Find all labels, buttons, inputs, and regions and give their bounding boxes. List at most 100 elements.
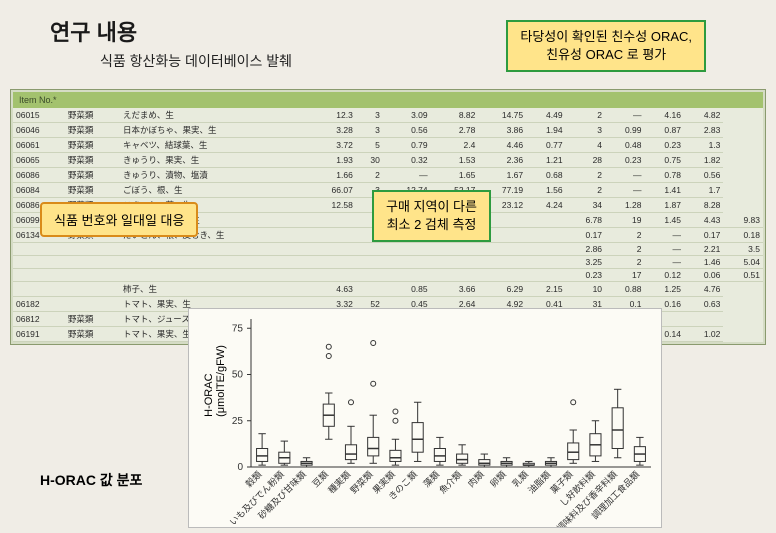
- table-cell: —: [644, 228, 683, 243]
- svg-text:50: 50: [232, 370, 244, 381]
- table-cell: [65, 282, 120, 297]
- table-cell: [120, 269, 308, 282]
- table-cell: 野菜類: [65, 183, 120, 198]
- table-cell: 2: [566, 183, 605, 198]
- table-cell: 1.56: [526, 183, 565, 198]
- table-cell: 17: [605, 269, 644, 282]
- table-cell: [356, 243, 383, 256]
- table-cell: キャベツ、結球葉、生: [120, 138, 308, 153]
- table-cell: [65, 256, 120, 269]
- table-cell: 2: [566, 108, 605, 123]
- svg-text:藻類: 藻類: [421, 469, 442, 490]
- table-cell: 日本かぼちゃ、果実、生: [120, 123, 308, 138]
- table-cell: 0.18: [723, 228, 763, 243]
- table-row: 2.862—2.213.5: [13, 243, 763, 256]
- table-cell: 1.3: [684, 138, 723, 153]
- table-cell: 28: [566, 153, 605, 168]
- table-cell: 1.82: [684, 153, 723, 168]
- table-cell: 2: [605, 243, 644, 256]
- table-cell: 3.86: [478, 123, 526, 138]
- table-cell: 野菜類: [65, 168, 120, 183]
- table-cell: 1.87: [644, 198, 683, 213]
- table-cell: 野菜類: [65, 327, 120, 342]
- table-cell: 1.53: [431, 153, 479, 168]
- table-cell: —: [644, 256, 683, 269]
- table-cell: [308, 256, 356, 269]
- table-cell: 2: [605, 228, 644, 243]
- table-cell: [526, 228, 565, 243]
- callout-top-l2: 친유성 ORAC 로 평가: [546, 47, 666, 62]
- table-row: 柿子、生4.630.853.666.292.15100.881.254.76: [13, 282, 763, 297]
- table-cell: 4.76: [684, 282, 723, 297]
- table-cell: [431, 256, 479, 269]
- table-cell: 野菜類: [65, 153, 120, 168]
- chart-svg: 0255075穀類いも及びでん粉類砂糖及び甘味類豆類種実類野菜類果実類きのこ類藻…: [189, 309, 661, 527]
- table-cell: 06182: [13, 297, 65, 312]
- table-cell: —: [605, 168, 644, 183]
- table-cell: 0.48: [605, 138, 644, 153]
- table-cell: きゅうり、果実、生: [120, 153, 308, 168]
- table-cell: [356, 256, 383, 269]
- table-cell: 野菜類: [65, 138, 120, 153]
- table-cell: 4.82: [684, 108, 723, 123]
- table-cell: 野菜類: [65, 312, 120, 327]
- table-cell: 1.28: [605, 198, 644, 213]
- table-cell: [431, 269, 479, 282]
- svg-text:卵類: 卵類: [488, 469, 508, 489]
- table-cell: 0.17: [566, 228, 605, 243]
- table-cell: 3: [356, 123, 383, 138]
- table-cell: 4.16: [644, 108, 683, 123]
- callout-mid-l2: 최소 2 검체 측정: [387, 217, 477, 232]
- table-cell: 3.66: [431, 282, 479, 297]
- table-cell: [65, 243, 120, 256]
- svg-text:野菜類: 野菜類: [348, 469, 375, 496]
- table-cell: —: [644, 243, 683, 256]
- svg-text:穀類: 穀類: [243, 469, 264, 490]
- table-cell: 2.78: [431, 123, 479, 138]
- chart-title: H-ORAC 값 분포: [40, 470, 142, 490]
- table-cell: 4.46: [478, 138, 526, 153]
- table-cell: 3.25: [566, 256, 605, 269]
- table-cell: [356, 269, 383, 282]
- table-cell: 2: [566, 168, 605, 183]
- table-cell: [383, 269, 431, 282]
- svg-text:油脂類: 油脂類: [526, 469, 553, 496]
- table-cell: 0.68: [526, 168, 565, 183]
- table-cell: 1.25: [644, 282, 683, 297]
- callout-validity: 타당성이 확인된 친수성 ORAC, 친유성 ORAC 로 평가: [506, 20, 706, 72]
- svg-text:乳類: 乳類: [510, 469, 531, 490]
- table-cell: 0.79: [383, 138, 431, 153]
- table-cell: 0.75: [644, 153, 683, 168]
- table-cell: 2.21: [684, 243, 723, 256]
- table-cell: 2.86: [566, 243, 605, 256]
- table-cell: 2: [356, 168, 383, 183]
- table-cell: —: [383, 168, 431, 183]
- svg-text:75: 75: [232, 323, 244, 334]
- callout-samples: 구매 지역이 다른 최소 2 검체 측정: [372, 190, 491, 242]
- table-cell: 2.83: [684, 123, 723, 138]
- table-cell: 1.21: [526, 153, 565, 168]
- table-row: 06061野菜類キャベツ、結球葉、生3.7250.792.44.460.7740…: [13, 138, 763, 153]
- table-cell: 0.06: [684, 269, 723, 282]
- table-cell: 3.09: [383, 108, 431, 123]
- table-cell: 4.49: [526, 108, 565, 123]
- table-cell: 10: [566, 282, 605, 297]
- table-cell: 3: [356, 108, 383, 123]
- svg-text:25: 25: [232, 416, 244, 427]
- table-cell: 06061: [13, 138, 65, 153]
- table-cell: —: [605, 183, 644, 198]
- table-cell: [526, 243, 565, 256]
- table-cell: 0.78: [644, 168, 683, 183]
- table-cell: 4.43: [684, 213, 723, 228]
- table-cell: えだまめ、生: [120, 108, 308, 123]
- svg-text:魚介類: 魚介類: [437, 469, 464, 496]
- table-cell: 0.23: [566, 269, 605, 282]
- table-cell: 2.36: [478, 153, 526, 168]
- table-cell: [308, 213, 356, 228]
- table-cell: 1.7: [684, 183, 723, 198]
- table-cell: [13, 282, 65, 297]
- table-row: 06046野菜類日本かぼちゃ、果実、生3.2830.562.783.861.94…: [13, 123, 763, 138]
- table-cell: 06191: [13, 327, 65, 342]
- table-cell: 06015: [13, 108, 65, 123]
- table-cell: 6.29: [478, 282, 526, 297]
